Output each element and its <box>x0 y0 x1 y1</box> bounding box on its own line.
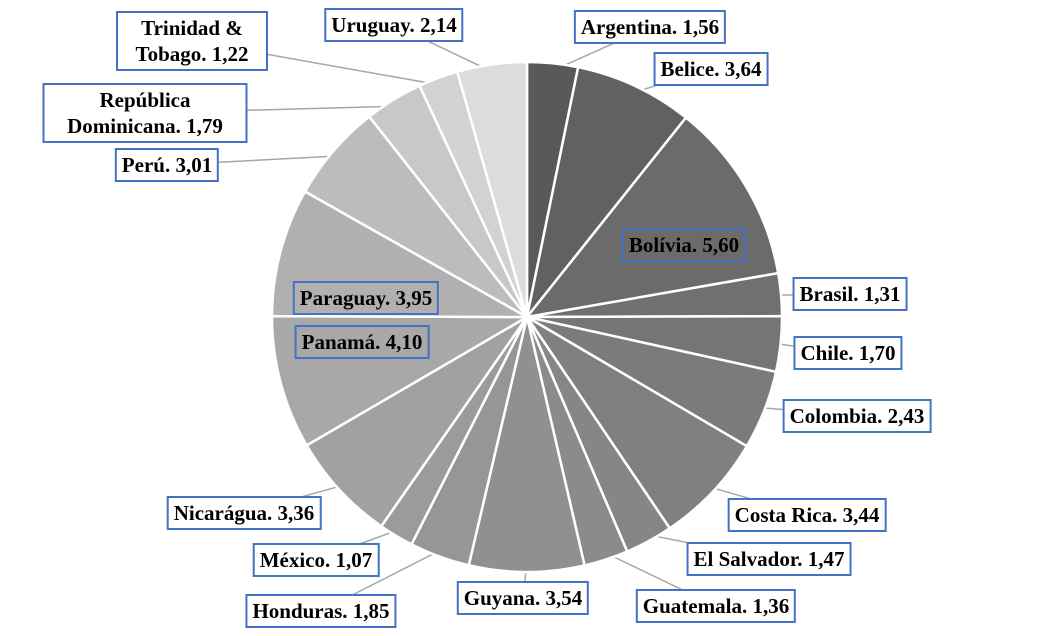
pie-slice <box>525 315 749 531</box>
pie-slice <box>523 115 780 319</box>
data-label: Chile. 1,70 <box>793 336 903 370</box>
data-label: Brasil. 1,31 <box>792 277 908 311</box>
data-label: Perú. 3,01 <box>114 148 220 182</box>
data-label: Nicarágua. 3,36 <box>166 496 322 530</box>
data-label: Argentina. 1,56 <box>573 10 727 44</box>
data-label: Panamá. 4,10 <box>294 325 430 359</box>
pie-slice <box>467 316 587 574</box>
pie-slice <box>525 65 688 318</box>
data-label: El Salvador. 1,47 <box>686 542 852 576</box>
data-label: México. 1,07 <box>252 543 380 577</box>
data-label: Costa Rica. 3,44 <box>727 498 887 532</box>
pie-slice <box>455 60 529 318</box>
data-label: Paraguay. 3,95 <box>292 281 440 315</box>
data-label: Guatemala. 1,36 <box>635 589 797 623</box>
data-label: Trinidad & Tobago. 1,22 <box>116 11 268 71</box>
data-label: Uruguay. 2,14 <box>324 8 464 42</box>
pie-slice <box>304 315 529 528</box>
pie-slice <box>270 314 532 448</box>
data-label: Guyana. 3,54 <box>456 581 590 615</box>
pie-slice <box>270 189 532 319</box>
data-label: Belice. 3,64 <box>653 52 769 86</box>
data-label: Honduras. 1,85 <box>245 594 397 628</box>
data-label: Colombia. 2,43 <box>782 399 932 433</box>
data-label: Bolívia. 5,60 <box>621 228 747 262</box>
data-label: República Dominicana. 1,79 <box>42 83 248 143</box>
